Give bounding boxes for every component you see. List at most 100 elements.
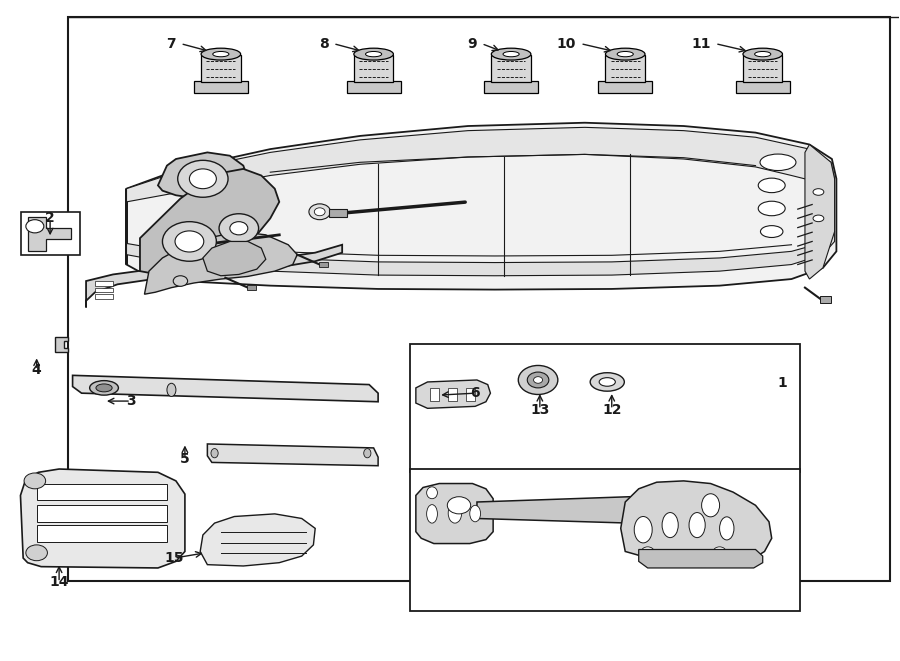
- Ellipse shape: [427, 487, 437, 498]
- Ellipse shape: [634, 516, 652, 543]
- Ellipse shape: [606, 48, 645, 60]
- Polygon shape: [416, 484, 493, 543]
- Circle shape: [230, 221, 248, 235]
- Bar: [95, 281, 113, 286]
- Ellipse shape: [758, 201, 785, 215]
- Ellipse shape: [590, 373, 625, 391]
- Text: 3: 3: [126, 394, 136, 408]
- Polygon shape: [73, 375, 378, 402]
- Bar: [598, 81, 652, 93]
- Ellipse shape: [702, 494, 720, 517]
- Ellipse shape: [354, 48, 393, 60]
- Bar: [820, 296, 831, 303]
- Circle shape: [309, 204, 330, 219]
- Bar: [247, 285, 256, 290]
- Polygon shape: [127, 123, 836, 290]
- Circle shape: [162, 221, 216, 261]
- Polygon shape: [207, 444, 378, 466]
- Circle shape: [26, 545, 48, 561]
- Circle shape: [314, 208, 325, 215]
- Text: 12: 12: [602, 403, 622, 416]
- Text: 15: 15: [165, 551, 184, 565]
- Circle shape: [527, 372, 549, 388]
- Text: 7: 7: [166, 36, 176, 51]
- Polygon shape: [86, 245, 342, 307]
- Polygon shape: [621, 481, 771, 566]
- Ellipse shape: [813, 188, 824, 195]
- Circle shape: [447, 496, 471, 514]
- Ellipse shape: [201, 48, 240, 60]
- Ellipse shape: [754, 52, 770, 57]
- Bar: [37, 505, 166, 522]
- Text: 6: 6: [471, 386, 480, 400]
- Polygon shape: [28, 217, 71, 251]
- Ellipse shape: [689, 512, 706, 537]
- Circle shape: [24, 473, 46, 488]
- Circle shape: [26, 219, 44, 233]
- Bar: [742, 56, 782, 82]
- Ellipse shape: [365, 52, 382, 57]
- Circle shape: [177, 161, 228, 197]
- Bar: [484, 81, 538, 93]
- Ellipse shape: [166, 383, 176, 397]
- Ellipse shape: [720, 517, 734, 540]
- Ellipse shape: [599, 377, 616, 386]
- Bar: [95, 294, 113, 299]
- Polygon shape: [127, 128, 834, 202]
- Circle shape: [678, 550, 690, 559]
- Ellipse shape: [760, 154, 796, 171]
- Polygon shape: [140, 169, 279, 274]
- Polygon shape: [21, 469, 184, 568]
- Bar: [194, 81, 248, 93]
- Bar: [430, 388, 439, 401]
- Polygon shape: [158, 153, 248, 198]
- Bar: [328, 209, 346, 217]
- Bar: [606, 56, 645, 82]
- Text: 13: 13: [530, 403, 550, 416]
- Bar: [95, 288, 113, 292]
- Ellipse shape: [211, 449, 218, 458]
- Bar: [736, 81, 789, 93]
- Bar: [354, 56, 393, 82]
- Bar: [201, 56, 240, 82]
- Bar: [410, 469, 800, 611]
- Ellipse shape: [364, 449, 371, 458]
- Text: 10: 10: [556, 36, 576, 51]
- Polygon shape: [55, 337, 68, 352]
- Ellipse shape: [96, 384, 112, 392]
- Ellipse shape: [617, 52, 634, 57]
- Text: 8: 8: [319, 36, 328, 51]
- Ellipse shape: [448, 503, 462, 523]
- Circle shape: [714, 547, 726, 556]
- Text: 11: 11: [691, 36, 711, 51]
- Polygon shape: [145, 231, 297, 294]
- Circle shape: [219, 214, 258, 243]
- Circle shape: [173, 276, 187, 286]
- Bar: [346, 81, 400, 93]
- Text: 9: 9: [467, 36, 477, 51]
- Ellipse shape: [742, 48, 782, 60]
- Ellipse shape: [427, 504, 437, 523]
- Bar: [22, 212, 80, 254]
- Polygon shape: [127, 231, 834, 276]
- Bar: [448, 388, 457, 401]
- Bar: [491, 56, 531, 82]
- Circle shape: [518, 366, 558, 395]
- Polygon shape: [200, 514, 315, 566]
- Bar: [68, 17, 890, 581]
- Ellipse shape: [470, 505, 481, 522]
- Bar: [319, 262, 328, 266]
- Bar: [37, 484, 166, 500]
- Circle shape: [175, 231, 203, 252]
- Circle shape: [189, 169, 216, 188]
- Text: 1: 1: [778, 376, 788, 390]
- Ellipse shape: [503, 52, 519, 57]
- Text: 2: 2: [45, 212, 55, 225]
- Text: 5: 5: [180, 452, 190, 466]
- Text: 4: 4: [32, 363, 41, 377]
- Polygon shape: [202, 241, 266, 276]
- Text: 14: 14: [50, 576, 69, 590]
- Bar: [37, 525, 166, 541]
- Circle shape: [534, 377, 543, 383]
- Ellipse shape: [90, 381, 119, 395]
